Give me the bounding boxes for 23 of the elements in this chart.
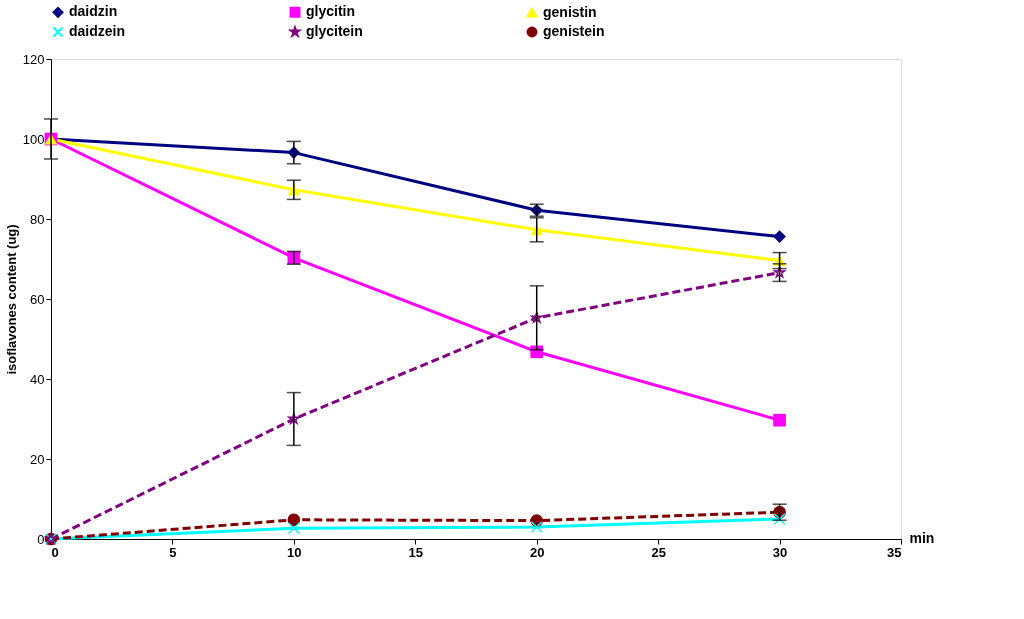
y-tick-label: 20: [30, 451, 45, 467]
legend-label: glycitein: [306, 23, 363, 39]
x-tick-label: 10: [287, 544, 302, 560]
x-tick-label: 30: [772, 544, 788, 560]
x-tick-label: 15: [408, 544, 424, 560]
y-tick-label: 100: [22, 131, 45, 147]
y-tick-label: 120: [22, 51, 45, 67]
x-tick-label: 35: [887, 544, 902, 560]
legend-label: daidzin: [69, 3, 118, 20]
x-tick-label: 20: [529, 544, 545, 560]
y-tick-label: 0: [37, 531, 45, 547]
legend-label: daidzein: [69, 23, 126, 39]
legend-label: glycitin: [306, 3, 356, 20]
x-axis-title: min: [909, 529, 935, 546]
x-tick-label: 25: [651, 544, 666, 560]
legend-label: genistein: [543, 23, 605, 39]
x-tick-label: 0: [51, 544, 59, 560]
legend-label: genistin: [543, 3, 597, 20]
y-axis-title: isoflavones content (ug): [3, 224, 19, 375]
x-tick-label: 5: [169, 544, 177, 560]
y-tick-label: 40: [30, 371, 45, 387]
y-tick-label: 60: [30, 291, 45, 307]
y-tick-label: 80: [30, 211, 45, 227]
